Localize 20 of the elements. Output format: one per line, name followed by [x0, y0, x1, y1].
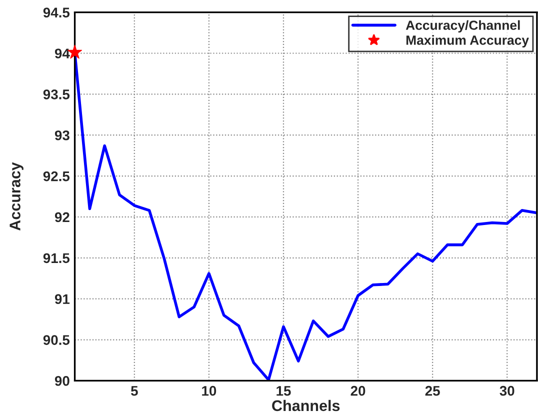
y-tick-label: 91: [54, 294, 70, 304]
x-tick-label: 5: [130, 386, 138, 396]
legend-label: Maximum Accuracy: [406, 35, 529, 48]
y-tick-label: 91.5: [43, 253, 70, 264]
x-tick-label: 15: [276, 386, 291, 396]
legend-label: Accuracy/Channel: [406, 20, 520, 33]
y-tick-label: 94.5: [43, 8, 70, 18]
x-tick-label: 30: [500, 386, 514, 396]
y-tick-label: 92: [54, 212, 70, 222]
y-tick-label: 90: [54, 376, 70, 386]
x-axis-title: Channels: [272, 400, 340, 412]
y-tick-label: 92.5: [43, 171, 70, 182]
y-tick-label: 93.5: [43, 90, 70, 100]
y-axis-title: Accuracy: [10, 162, 24, 231]
x-tick-label: 10: [202, 386, 216, 396]
y-tick-label: 93: [54, 130, 70, 140]
y-tick-label: 90.5: [43, 335, 70, 345]
y-tick-label: 94: [54, 48, 70, 58]
x-tick-label: 25: [425, 386, 440, 396]
x-tick-label: 20: [350, 386, 366, 396]
